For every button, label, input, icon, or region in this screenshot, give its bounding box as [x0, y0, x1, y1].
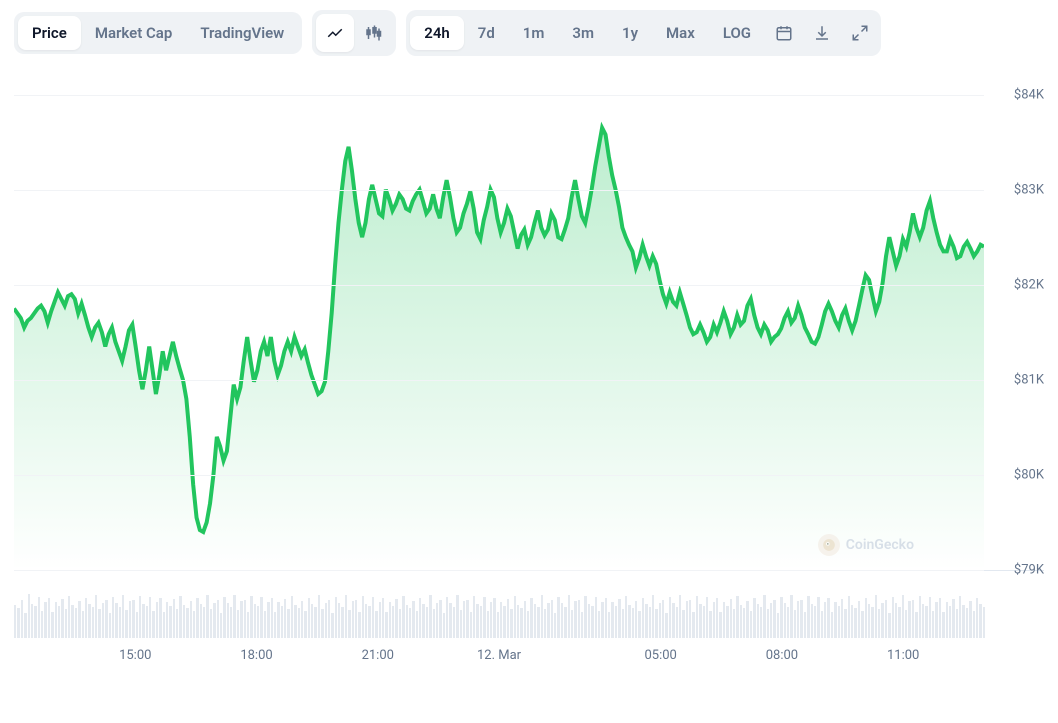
range-tabs: 24h7d1m3m1yMaxLOG	[406, 10, 881, 56]
x-tick-label: 12. Mar	[477, 648, 521, 663]
watermark: CoinGecko	[818, 534, 914, 556]
range-tab-7d[interactable]: 7d	[464, 16, 509, 50]
line-chart-icon[interactable]	[316, 14, 354, 52]
candlestick-chart-icon[interactable]	[354, 14, 392, 52]
x-tick-label: 05:00	[644, 648, 676, 663]
y-tick-label: $81K	[1014, 372, 1044, 387]
y-axis: $79K$80K$81K$82K$83K$84K	[984, 66, 1044, 570]
range-tab-1m[interactable]: 1m	[509, 16, 559, 50]
coingecko-icon	[818, 534, 840, 556]
calendar-icon[interactable]	[765, 14, 803, 52]
price-chart[interactable]: CoinGecko $79K$80K$81K$82K$83K$84K	[14, 66, 1044, 571]
view-tab-market-cap[interactable]: Market Cap	[81, 16, 187, 50]
range-tab-max[interactable]: Max	[652, 16, 709, 50]
x-axis: 15:00 18:00 21:00 12. Mar 05:00 08:00 11:00	[14, 638, 1044, 678]
x-tick-label: 11:00	[887, 648, 919, 663]
y-tick-label: $82K	[1014, 277, 1044, 292]
fullscreen-icon[interactable]	[841, 14, 879, 52]
y-tick-label: $83K	[1014, 182, 1044, 197]
view-tab-tradingview[interactable]: TradingView	[186, 16, 298, 50]
view-tab-price[interactable]: Price	[18, 16, 81, 50]
toolbar: PriceMarket CapTradingView 24h7d1m3m1yMa…	[0, 0, 1058, 66]
y-tick-label: $79K	[1014, 563, 1044, 578]
y-tick-label: $80K	[1014, 467, 1044, 482]
range-tab-log[interactable]: LOG	[709, 16, 765, 50]
x-tick-label: 08:00	[766, 648, 798, 663]
watermark-label: CoinGecko	[846, 537, 914, 553]
view-tabs: PriceMarket CapTradingView	[14, 12, 302, 54]
x-tick-label: 15:00	[119, 648, 151, 663]
range-tab-1y[interactable]: 1y	[608, 16, 652, 50]
y-tick-label: $84K	[1014, 87, 1044, 102]
volume-chart[interactable]	[14, 583, 1044, 638]
download-icon[interactable]	[803, 14, 841, 52]
chart-container: CoinGecko $79K $80K $81K $82K $83K $84K 15:00…	[0, 66, 1058, 678]
x-tick-label: 18:00	[240, 648, 272, 663]
range-tab-3m[interactable]: 3m	[558, 16, 608, 50]
x-tick-label: 21:00	[362, 648, 394, 663]
range-tab-24h[interactable]: 24h	[410, 16, 464, 50]
chart-type-tabs	[312, 10, 396, 56]
